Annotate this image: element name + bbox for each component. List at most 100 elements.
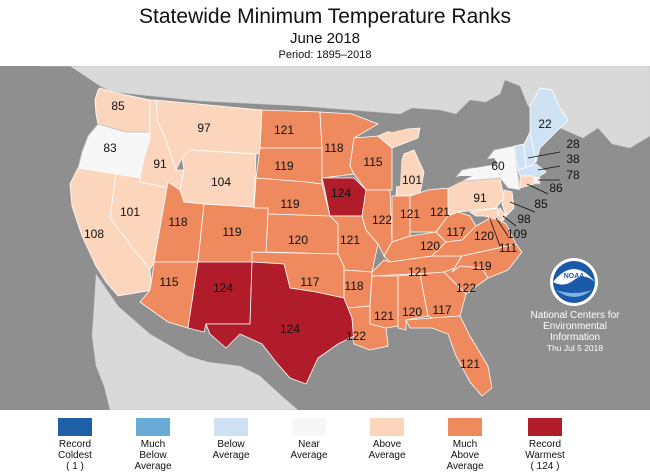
state-DE [497,207,507,223]
rank-label-AL: 120 [402,305,422,319]
rank-label-DC: 111 [499,241,518,255]
legend-swatch [528,418,562,436]
rank-label-WA: 85 [111,99,125,113]
lake-michigan [394,150,402,186]
rank-label-OK: 117 [300,275,319,289]
legend-label: Near Average [290,439,328,461]
lake-erie [430,176,472,188]
rank-label-TN: 121 [408,265,428,279]
legend-swatch [136,418,170,436]
lake-huron [418,146,438,172]
ncei-date: Thu Jul 5 2018 [546,343,604,353]
rank-label-IL: 122 [372,213,392,227]
rank-label-WY: 104 [211,175,231,189]
rank-label-NM: 124 [213,281,233,295]
ncei-line-1: National Centers for [530,310,620,321]
legend-swatch [214,418,248,436]
map-subtitle: June 2018 [289,30,361,47]
rank-label-PA: 91 [473,191,487,205]
rank-label-ID: 91 [153,157,167,171]
rank-label-SC: 122 [456,281,476,295]
rank-label-LA: 122 [346,329,366,343]
map-title: Statewide Minimum Temperature Ranks [139,5,511,28]
mexico-land [91,273,299,410]
rank-label-OH: 121 [430,205,450,219]
state-IL [361,189,393,257]
lake-superior [372,122,420,132]
rank-labels: 85 83 108 101 91 97 104 118 115 119 124 … [84,99,580,371]
state-MA [517,163,547,177]
title-block: Statewide Minimum Temperature Ranks June… [0,0,650,66]
rank-label-CA: 108 [84,227,104,241]
legend-item-below: Below Average [196,418,266,461]
rank-label-MI: 101 [402,173,422,187]
map-panel: 85 83 108 101 91 97 104 118 115 119 124 … [0,66,650,410]
state-ME [529,87,569,163]
legend-label: Below Average [212,439,250,461]
rank-label-KY: 120 [420,239,440,253]
rank-label-MD: 109 [507,227,527,241]
leader-lines [489,151,561,247]
rank-label-ND: 121 [274,123,294,137]
legend-swatch [448,418,482,436]
rank-label-UT: 118 [168,215,187,229]
state-MD [468,207,499,221]
legend-item-record-warmest: Record Warmest ( 124 ) [510,418,580,472]
rank-label-IA: 124 [331,186,351,200]
rank-label-FL: 121 [460,357,480,371]
state-FL [405,315,493,397]
rank-label-SD: 119 [274,159,293,173]
rank-label-NC: 119 [472,259,491,273]
rank-label-GA: 117 [432,303,451,317]
rank-label-TX: 124 [280,322,300,336]
legend-item-record-coldest: Record Coldest ( 1 ) [40,418,110,472]
legend-label: Record Coldest ( 1 ) [58,439,92,472]
legend-swatch [58,418,92,436]
rank-label-MO: 121 [340,233,360,247]
rank-label-ME: 22 [538,117,552,131]
state-TX [205,261,355,385]
us-map: 85 83 108 101 91 97 104 118 115 119 124 … [40,66,650,410]
rank-label-DE: 98 [517,212,531,226]
rank-label-KS: 120 [288,233,308,247]
rank-label-WI: 115 [363,155,382,169]
rank-label-WV: 117 [446,225,465,239]
rank-label-MT: 97 [197,121,211,135]
state-NJ [501,189,515,217]
rank-label-RI: 78 [566,168,580,182]
rank-label-VA: 120 [474,229,494,243]
noaa-logo-text: NOAA [564,273,585,280]
map-period: Period: 1895–2018 [278,49,372,61]
state-NM [187,261,253,333]
legend-label: Much Above Average [446,439,484,472]
legend-swatch [370,418,404,436]
legend-item-much-below: Much Below Average [118,418,188,472]
rank-label-NY: 60 [491,159,505,173]
legend-label: Record Warmest ( 124 ) [525,439,565,472]
legend-label: Much Below Average [134,439,172,472]
rank-label-AZ: 115 [159,275,178,289]
legend-swatch [292,418,326,436]
ncei-line-2: Environmental [543,321,607,332]
rank-label-CO: 119 [222,225,241,239]
legend-label: Above Average [368,439,406,461]
canada-land [40,66,650,149]
state-CT [519,175,535,189]
ncei-credit: National Centers for Environmental Infor… [515,310,635,354]
lake-ontario [470,158,498,168]
rank-label-NJ: 85 [534,197,548,211]
legend-item-above: Above Average [352,418,422,461]
rank-label-MN: 118 [324,141,343,155]
legend-item-much-above: Much Above Average [430,418,500,472]
legend-item-near: Near Average [274,418,344,461]
rank-label-IN: 121 [400,207,420,221]
rank-label-OR: 83 [103,141,117,155]
rank-label-CT: 86 [549,181,563,195]
rank-label-AR: 118 [344,279,363,293]
rank-label-NH: 28 [566,137,580,151]
rank-label-MS: 121 [374,309,394,323]
rank-label-NE: 119 [280,197,299,211]
legend: Record Coldest ( 1 ) Much Below Average … [0,412,650,475]
ncei-line-3: Information [549,332,601,343]
